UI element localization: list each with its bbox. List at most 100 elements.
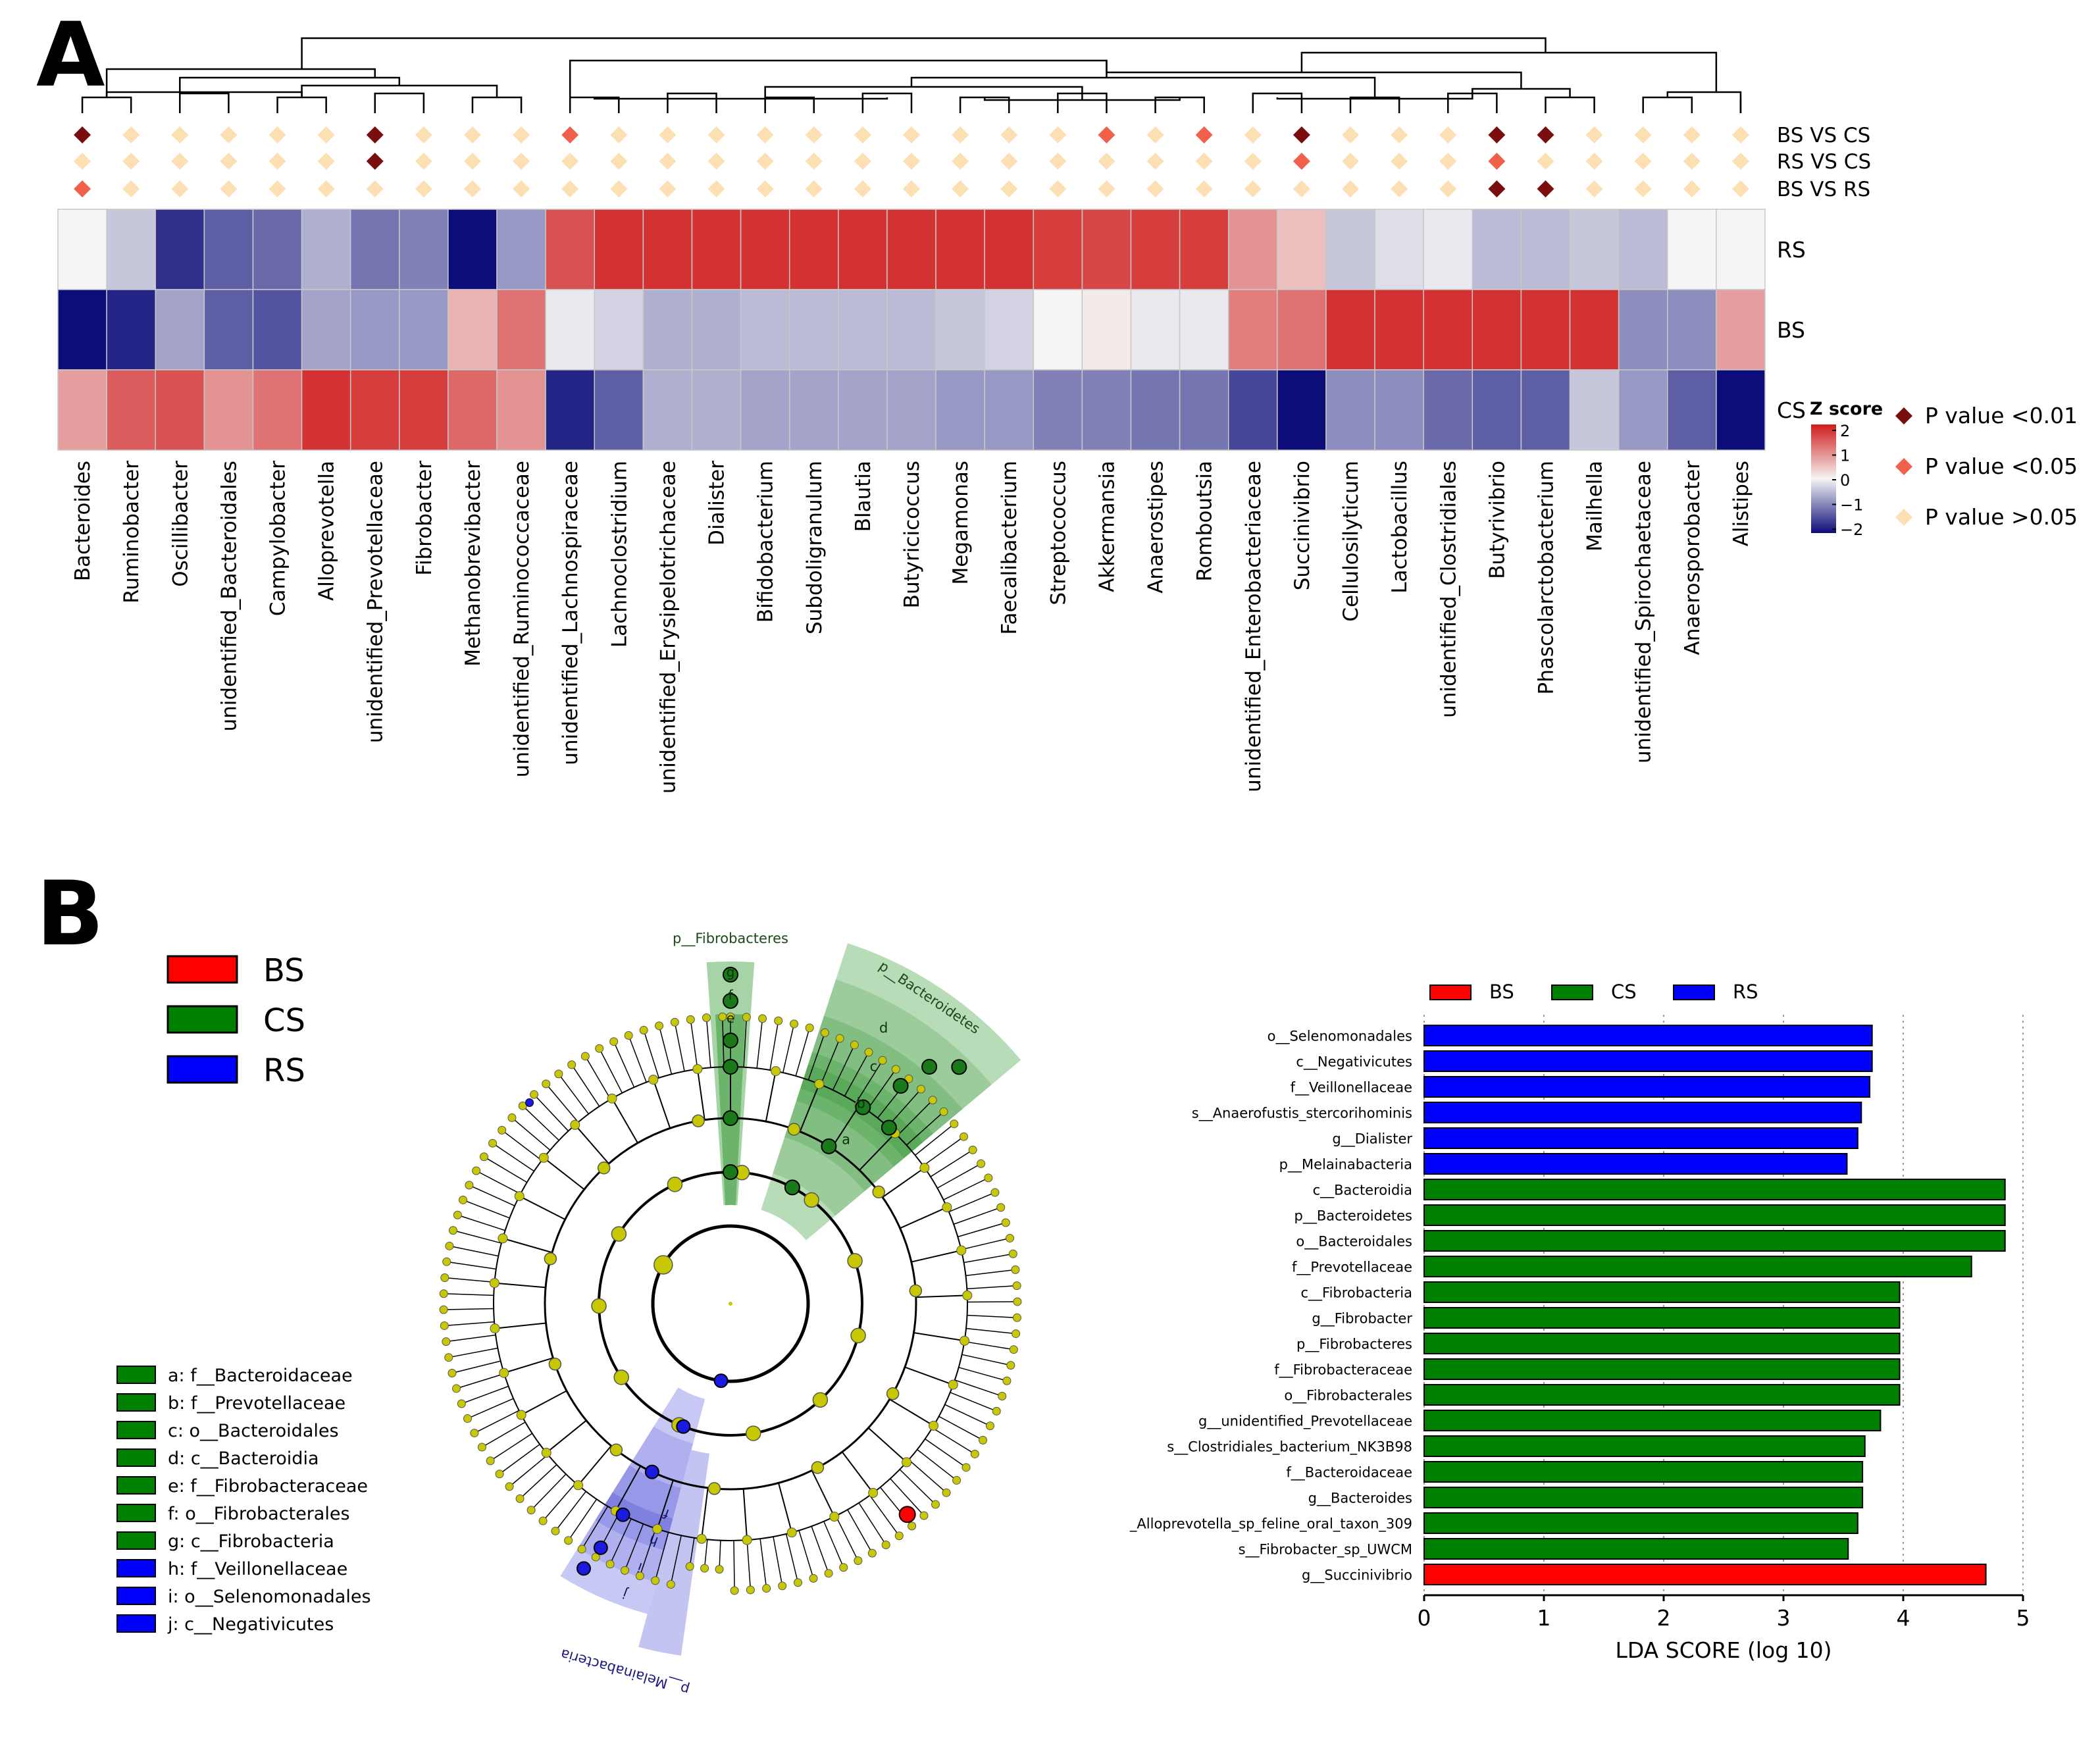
lda-bar [1423,1102,1862,1123]
cladogram-twig [655,1532,669,1579]
cladogram-branch [911,1250,961,1263]
cladogram-leaf-node [605,1560,615,1569]
sector-letter: a [842,1131,850,1147]
lda-bar [1423,1230,2006,1252]
cladogram-twig [569,1498,598,1539]
cladogram-twig [501,1444,540,1473]
heatmap-cell [399,289,449,371]
clade-key-legend: a: f__Bacteroidaceae b: f__Prevotellaceae… [116,1366,371,1635]
cladogram-leaf-node [805,1023,814,1033]
lda-bar-label: f__Bacteroidaceae [1286,1465,1412,1481]
heatmap-cell [1667,369,1717,451]
cladogram-leaf-node [639,1025,648,1035]
cladogram-twig [925,1438,965,1467]
cladogram-twig [769,1023,779,1071]
cladogram-leaf-node [554,1069,563,1079]
cladogram-twig [463,1385,509,1404]
cladogram-twig [866,1071,895,1111]
cladogram-leaf-node [878,1056,887,1065]
cladogram-twig [890,1478,923,1514]
cladogram-branch [494,1322,546,1329]
cladogram-leaf-node [998,1392,1007,1401]
cladogram-branch [889,1398,935,1427]
heatmap-cell [1520,209,1571,290]
heatmap-cell [1423,369,1473,451]
cladogram-branch [799,1083,820,1132]
cladogram-twig [835,1516,858,1559]
clade-key-label: d: c__Bacteroidia [168,1448,319,1469]
cladogram-leaf-node [666,1579,675,1589]
lda-bar [1423,1538,1849,1560]
cs-clade-node [723,967,738,983]
heatmap-cell [935,289,985,371]
pvalue-marker [1195,126,1213,143]
clade-key-swatch [116,1587,156,1605]
lda-bar-label: f__Prevotellaceae [1292,1260,1412,1276]
cladogram-leaf-node [486,1456,495,1466]
heatmap-row-labels: RS BS CS [1777,237,1806,423]
pvalue-marker [1049,153,1067,170]
cladogram-leaf-node [470,1429,479,1438]
pvalue-marker [1585,153,1603,170]
pvalue-marker [805,126,823,143]
cladogram-leaf-node [459,1195,468,1204]
heatmap-cell [1130,209,1181,290]
cladogram-branch [577,1445,612,1486]
lefse-panel: B BS CS RS a: f__Bacteroidaceae b: f__Prevo… [36,862,2030,1698]
cladogram-twig [887,1090,920,1127]
cladogram-branch [575,1124,609,1164]
heatmap-cell [740,209,790,290]
group-legend: BS CS RS [166,952,305,1089]
cladogram-twig [704,1539,708,1566]
cladogram-branch [831,1104,860,1149]
cladogram-twig [675,1025,685,1072]
pvalue-marker [1293,153,1310,170]
cladogram-node [667,1176,683,1192]
cladogram-leaf-node [916,1085,925,1094]
dendrogram-link-1 [179,92,230,113]
cladogram-leaf-node [624,1031,633,1040]
cladogram-node [653,1255,673,1275]
pvalue-marker [610,126,628,143]
heatmap-row-label: BS [1777,317,1805,343]
pvalue-marker [659,126,677,143]
clade-key-swatch [116,1531,156,1550]
pvalue-marker [805,153,823,170]
cladogram-twig [573,1066,600,1107]
cladogram-branch [915,1294,967,1298]
pvalue-marker [415,180,432,197]
lda-x-tick-label: 1 [1537,1605,1551,1631]
cladogram-node [929,1420,939,1431]
cladogram-twig [511,1454,549,1485]
cladogram-leaf-node [854,1556,863,1566]
clade-key-swatch [116,1476,156,1495]
heatmap-cell [838,289,888,371]
pvalue-marker [1195,180,1213,197]
cladogram-node [850,1327,866,1344]
heatmap-cell [886,369,936,451]
cladogram-leaf-node [445,1241,454,1250]
pvalue-marker [317,180,335,197]
cladogram-twig [856,1062,882,1104]
heatmap-column-label: Ruminobacter [120,461,143,603]
heatmap-cell [1179,369,1229,451]
lda-bar [1423,1179,2006,1200]
heatmap-cell [691,369,742,451]
cladogram-leaf-node [567,1060,576,1069]
cladogram-node [886,1387,900,1400]
cladogram-leaf-node [472,1166,481,1175]
pvalue-marker [513,153,530,170]
cladogram-twig [706,1020,711,1068]
lda-bar-label: g__Succinivibrio [1302,1568,1412,1584]
heatmap-cell [1277,369,1327,451]
cs-clade-node [892,1078,909,1094]
heatmap-cell [1179,289,1229,371]
cladogram-node [707,1482,721,1495]
cladogram-twig [454,1360,501,1373]
cladogram-leaf-node [440,1321,449,1330]
lda-bar-label: s__Fibrobacter_sp_UWCM [1239,1542,1412,1558]
cladogram-twig [521,1464,557,1498]
cladogram-node [573,1480,584,1491]
heatmap-cell [1325,209,1375,290]
comparison-label: BS VS RS [1777,178,1870,201]
